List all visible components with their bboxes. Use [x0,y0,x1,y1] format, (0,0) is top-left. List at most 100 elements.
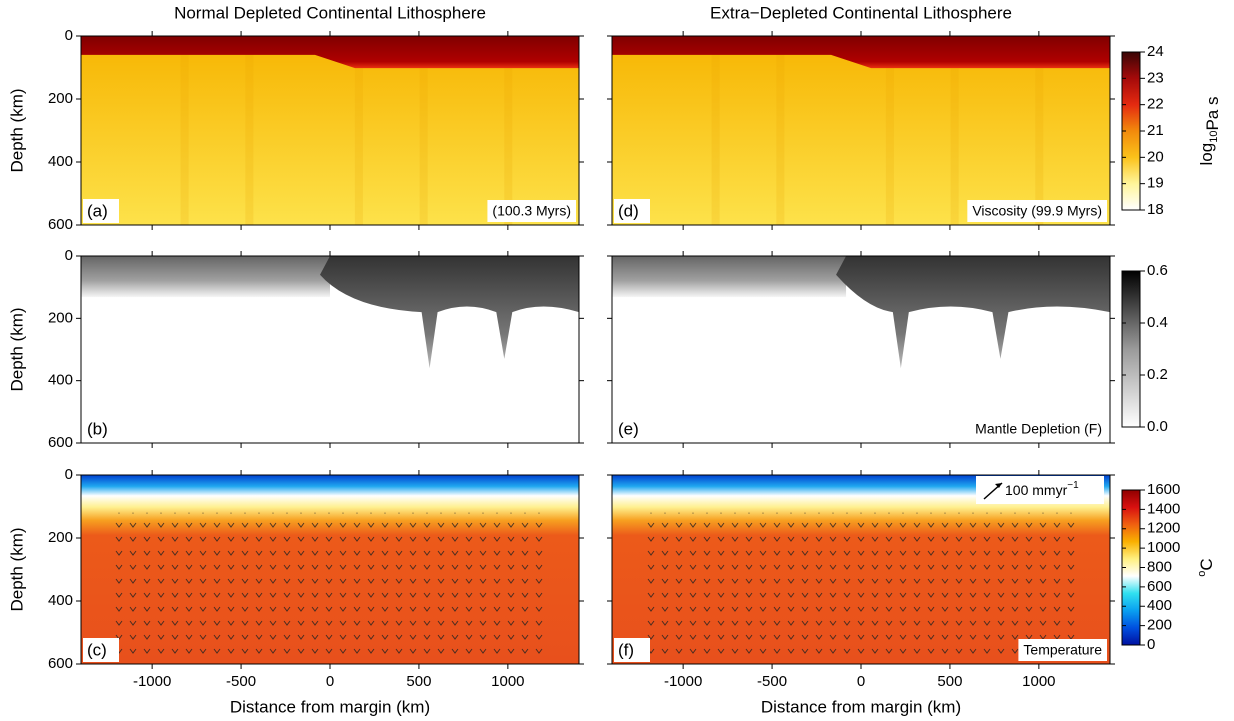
downwelling [711,54,720,226]
y-tick-label: 400 [48,592,73,609]
colorbar-tick-label: 1400 [1147,500,1180,517]
colorbar-tick-label: 1600 [1147,481,1180,498]
x-tick-label: -1000 [664,673,702,690]
colorbar-tick-label: 24 [1147,43,1164,60]
lithosphere-lid [81,36,579,69]
colorbar-tick-label: 18 [1147,201,1164,218]
scale-value: 100 mmyr [1005,482,1068,498]
x-axis-label: Distance from margin (km) [761,697,961,716]
panel-title: Normal Depleted Continental Lithosphere [174,3,486,22]
colorbar-tick-label: 21 [1147,122,1164,139]
colorbar-tick-label: 20 [1147,148,1164,165]
colorbar-tick-label: 0.2 [1147,366,1168,383]
downwelling [354,54,363,226]
downwelling [776,54,785,226]
colorbar-tick-label: 22 [1147,96,1164,113]
x-tick-label: 500 [406,673,431,690]
panel-label: (c) [87,640,107,659]
downwelling [1035,54,1044,226]
colorbar-tick-label: 1000 [1147,539,1180,556]
panel-label-box [83,417,119,441]
annotation-box [487,200,576,222]
panel: 0 200 400 600 Normal Depleted Continental Li… [7,3,584,233]
colorbar-tick-label: 23 [1147,69,1164,86]
panel-label: (f) [618,640,634,659]
y-tick-label: 600 [48,655,73,672]
colorbar-tick-label: 0 [1147,636,1155,653]
panel-label-box [83,638,119,662]
depleted-keel [320,256,579,369]
scale-arrowhead [995,483,1002,488]
panel-label: (e) [618,419,639,438]
panel-label: (a) [87,201,108,220]
y-axis-label: Depth (km) [7,527,26,611]
annotation: Viscosity (99.9 Myrs) [972,203,1102,219]
y-tick-label: 0 [65,27,73,44]
colorbar-tick-label: 400 [1147,597,1172,614]
colorbar-label-unit: Pa s [1203,97,1222,131]
colorbar-tick-label: 600 [1147,578,1172,595]
colorbars: 18 19 20 21 22 23 24 log10Pa s 0.0 0.2 0.4 0.6 0 200 4… [1121,43,1222,653]
downwelling [885,54,894,226]
panel-label-box [614,638,650,662]
colorbar-label: log10Pa s [1197,97,1222,166]
y-axis-label: Depth (km) [7,88,26,172]
annotation: (100.3 Myrs) [492,203,571,219]
x-tick-label: -500 [757,673,787,690]
annotation: Temperature [1023,642,1102,658]
x-tick-label: -500 [226,673,256,690]
y-tick-label: 600 [48,434,73,451]
depleted-layer [81,256,330,298]
lithosphere-lid [612,36,1110,69]
panels: 0 200 400 600 Normal Depleted Continental Li… [7,3,1115,716]
annotation-box [1018,639,1107,661]
colorbar-tick-label: 1200 [1147,520,1180,537]
downwelling [504,54,513,226]
colorbar-tick-label: 200 [1147,617,1172,634]
colorbar [1121,270,1141,428]
panel-label-box [614,417,650,441]
x-tick-label: 0 [857,673,865,690]
colorbar-label-main: C [1197,558,1216,570]
y-axis-label: Depth (km) [7,307,26,391]
depleted-layer [612,256,847,298]
panel: Extra−Depleted Continental Lithosphere (d… [607,3,1115,230]
colorbar-label-sub: 10 [1208,131,1220,143]
colorbar-label: oC [1196,558,1217,576]
x-tick-label: 0 [326,673,334,690]
velocity-arrows [111,512,549,661]
downwelling [180,54,189,226]
y-tick-label: 200 [48,309,73,326]
y-tick-label: 600 [48,216,73,233]
downwelling [245,54,254,226]
panel: (e) Mantle Depletion (F) [607,251,1115,448]
annotation-box [967,200,1107,222]
y-tick-label: 200 [48,529,73,546]
panel-label: (d) [618,201,639,220]
annotation-box [970,418,1107,440]
colorbar-tick-label: 0.0 [1147,418,1168,435]
depleted-keel [836,256,1110,369]
x-tick-label: 500 [937,673,962,690]
panel: -1000 -500 0 500 1000 Distance from margin (k… [607,470,1115,716]
colorbar-tick-label: 0.6 [1147,262,1168,279]
downwelling [950,54,959,226]
panel-title: Extra−Depleted Continental Lithosphere [710,3,1012,22]
y-tick-label: 400 [48,372,73,389]
panel-label: (b) [87,419,108,438]
panel: 0 200 400 600 Depth (km) (b) [7,247,584,451]
x-tick-label: 1000 [1022,673,1055,690]
scale-box [976,476,1104,504]
colorbar-label-sup: o [1196,571,1208,577]
panel-label-box [83,199,119,223]
colorbar-tick-label: 800 [1147,558,1172,575]
annotation: Mantle Depletion (F) [975,421,1102,437]
colorbar-tick-label: 0.4 [1147,314,1168,331]
x-tick-label: -1000 [133,673,171,690]
x-tick-label: 1000 [491,673,524,690]
colorbar-label-main: log [1197,143,1216,166]
x-axis-label: Distance from margin (km) [230,697,430,716]
downwelling [419,54,428,226]
panel-label-box [614,199,650,223]
